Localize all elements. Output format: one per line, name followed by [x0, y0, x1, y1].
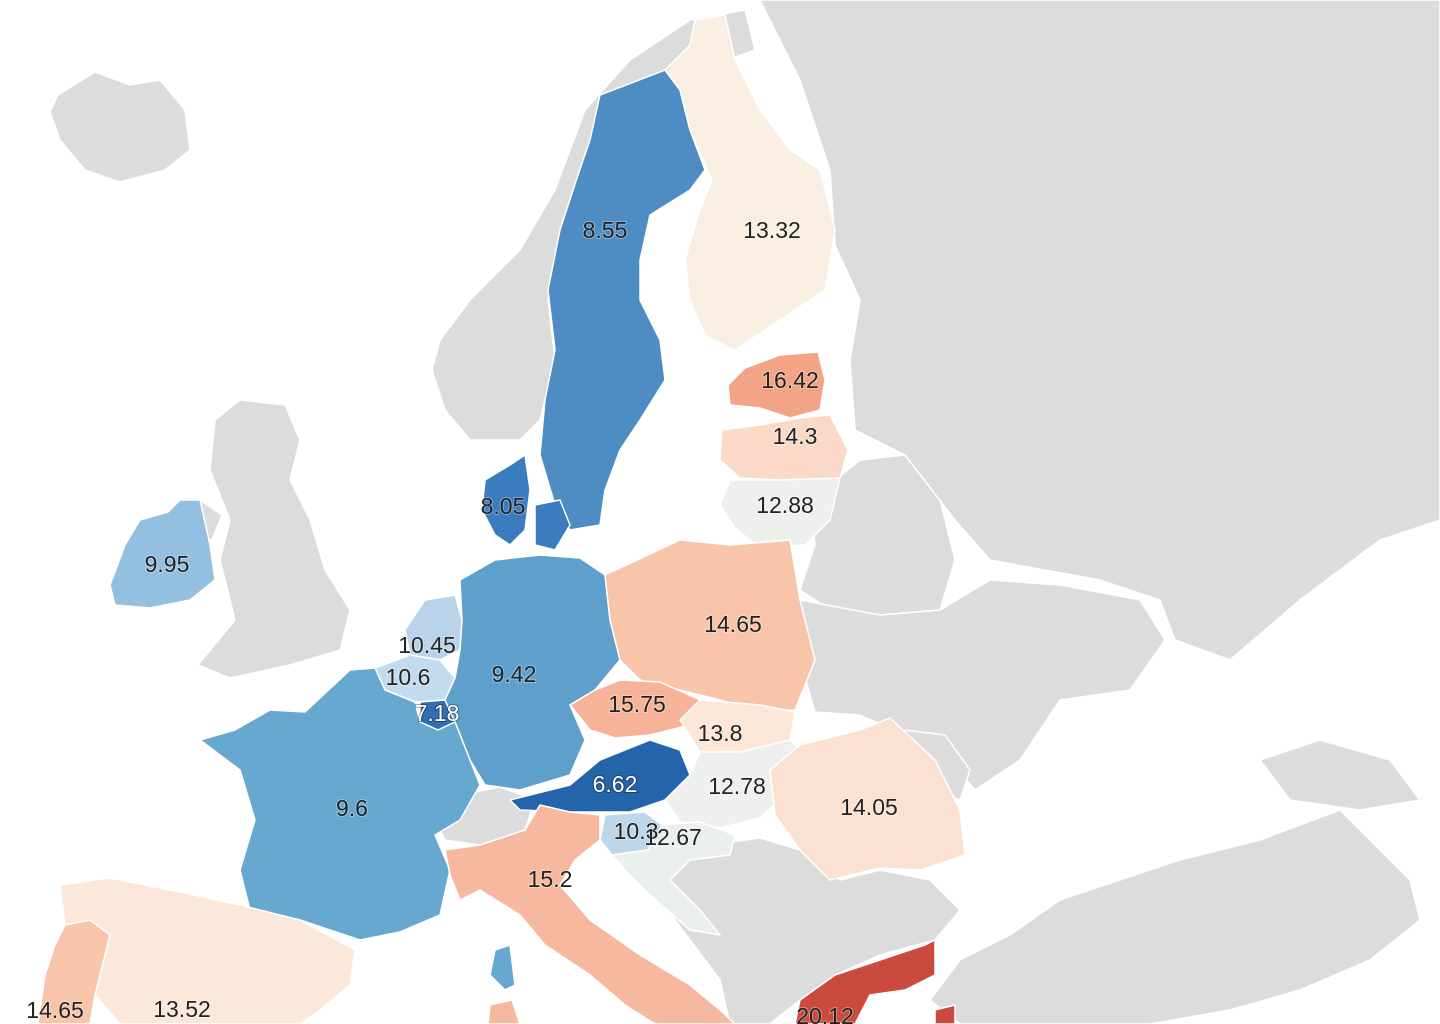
label-latvia: 14.3	[773, 423, 818, 449]
label-italy: 15.2	[528, 866, 573, 892]
label-belgium: 10.6	[386, 664, 431, 690]
region-caucasus	[1259, 739, 1421, 811]
region-estonia[interactable]	[727, 351, 826, 419]
label-czechia: 15.75	[608, 691, 666, 717]
label-germany: 9.42	[492, 661, 537, 687]
region-italy[interactable]	[444, 804, 736, 1024]
region-lithuania[interactable]	[719, 477, 841, 549]
label-denmark: 8.05	[481, 493, 526, 519]
region-ukraine	[799, 579, 1166, 791]
region-great-britain	[197, 399, 351, 679]
region-turkey	[929, 809, 1421, 1024]
label-hungary: 12.78	[708, 773, 766, 799]
region-sweden[interactable]	[539, 69, 706, 531]
label-estonia: 16.42	[761, 367, 819, 393]
region-corsica[interactable]	[489, 944, 516, 991]
region-greece[interactable]	[794, 939, 956, 1024]
no-data-regions	[49, 0, 1440, 1024]
label-france: 9.6	[336, 795, 368, 821]
region-balkans	[659, 837, 961, 1024]
label-romania: 14.05	[840, 794, 898, 820]
label-lithuania: 12.88	[756, 492, 814, 518]
label-austria: 6.62	[593, 771, 638, 797]
label-luxembourg: 7.18	[415, 700, 460, 726]
label-slovakia: 13.8	[698, 720, 743, 746]
value-labels: 8.55 13.32 16.42 14.3 12.88 8.05 9.95 10…	[25, 216, 899, 1024]
region-portugal[interactable]	[37, 919, 111, 1024]
label-ireland: 9.95	[145, 551, 190, 577]
label-croatia: 12.67	[644, 824, 702, 850]
region-russia	[759, 0, 1440, 661]
region-iceland	[49, 71, 191, 183]
region-romania[interactable]	[769, 717, 966, 881]
region-denmark[interactable]	[481, 454, 571, 551]
region-germany[interactable]	[444, 554, 621, 791]
label-spain: 13.52	[153, 996, 211, 1022]
label-poland: 14.65	[704, 611, 762, 637]
region-croatia[interactable]	[611, 821, 736, 936]
data-regions	[37, 14, 966, 1024]
region-sardinia[interactable]	[487, 999, 521, 1024]
label-slovenia: 10.3	[614, 818, 659, 844]
label-finland: 13.32	[743, 217, 801, 243]
region-ireland[interactable]	[109, 499, 216, 609]
label-portugal: 14.65	[26, 997, 84, 1023]
label-sweden: 8.55	[583, 217, 628, 243]
region-latvia[interactable]	[719, 414, 849, 481]
region-finland[interactable]	[664, 14, 836, 351]
label-greece: 20.12	[796, 1003, 854, 1024]
label-netherlands: 10.45	[398, 632, 456, 658]
